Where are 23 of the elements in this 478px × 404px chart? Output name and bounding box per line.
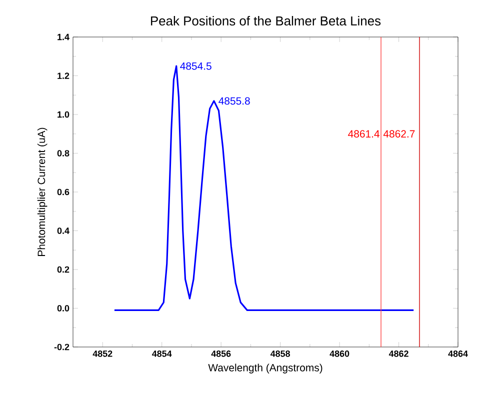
x-tick-label: 4854 bbox=[152, 350, 172, 357]
x-tick-label: 4862 bbox=[388, 350, 408, 357]
y-axis-title: Photomultiplier Current (uA) bbox=[37, 128, 48, 256]
x-axis-title: Wavelength (Angstroms) bbox=[208, 364, 322, 374]
chart-title: Peak Positions of the Balmer Beta Lines bbox=[151, 16, 381, 26]
x-tick-label: 4852 bbox=[92, 350, 112, 357]
y-tick-label: 1.2 bbox=[58, 72, 70, 79]
annotation: 4854.5 bbox=[180, 62, 212, 70]
x-tick-label: 4864 bbox=[448, 350, 468, 357]
y-tick-label: 0.8 bbox=[57, 150, 70, 156]
x-tick-label: 4858 bbox=[270, 350, 290, 357]
x-tick-label: 4856 bbox=[211, 350, 231, 357]
y-tick-label: 1.0 bbox=[58, 111, 70, 118]
y-tick-label: 1.4 bbox=[58, 34, 70, 40]
x-tick-label: 4860 bbox=[330, 350, 350, 357]
y-tick-label: -0.2 bbox=[54, 344, 70, 350]
y-tick-label: 0.4 bbox=[57, 228, 70, 234]
annotation: 4855.8 bbox=[218, 97, 250, 105]
y-tick-label: 0.6 bbox=[57, 188, 70, 196]
ref-line-label: 4862.7 bbox=[383, 130, 415, 138]
y-tick-label: 0.2 bbox=[57, 266, 70, 273]
y-tick-label: 0.0 bbox=[57, 305, 70, 312]
ref-line-label: 4861.4 bbox=[348, 130, 380, 138]
